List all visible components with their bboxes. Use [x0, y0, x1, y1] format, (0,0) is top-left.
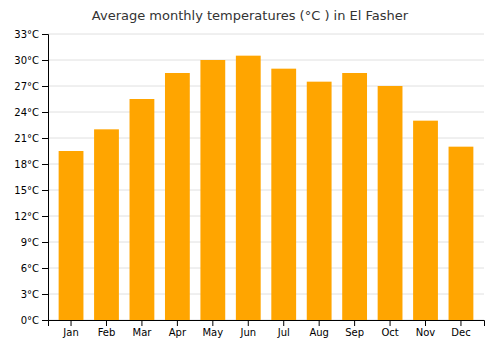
- y-tick: 30°C: [14, 55, 48, 66]
- bar: [165, 73, 190, 320]
- y-tick: 12°C: [14, 211, 48, 222]
- x-tick-mark: [319, 320, 320, 326]
- x-tick: Mar: [132, 320, 152, 338]
- bar: [307, 82, 332, 320]
- x-tick-mark: [177, 320, 178, 326]
- x-tick-label: May: [202, 327, 223, 338]
- y-tick: 0°C: [21, 315, 48, 326]
- grid-line: [48, 34, 484, 35]
- y-tick-label: 18°C: [14, 159, 39, 170]
- grid-line: [48, 112, 484, 113]
- y-tick-mark: [42, 216, 48, 217]
- y-tick-label: 3°C: [21, 289, 39, 300]
- x-tick-label: Apr: [169, 327, 187, 338]
- bar: [449, 147, 474, 320]
- y-tick-label: 27°C: [14, 81, 39, 92]
- x-tick: Feb: [98, 320, 116, 338]
- y-tick-label: 30°C: [14, 55, 39, 66]
- grid: [48, 34, 484, 320]
- plot: Jan Feb Mar Apr May Jun Jul Aug Sep Oct Nov Dec 0°C 3…: [14, 29, 484, 338]
- y-tick-mark: [42, 60, 48, 61]
- y-tick-mark: [42, 86, 48, 87]
- x-tick-label: Aug: [309, 327, 329, 338]
- y-tick-label: 6°C: [21, 263, 39, 274]
- bar: [200, 60, 225, 320]
- chart: Jan Feb Mar Apr May Jun Jul Aug Sep Oct Nov Dec 0°C 3…: [0, 0, 500, 350]
- y-tick-mark: [42, 112, 48, 113]
- x-tick: Jul: [277, 320, 290, 338]
- y-tick-mark: [42, 242, 48, 243]
- bar: [342, 73, 367, 320]
- x-tick-mark: [425, 320, 426, 326]
- grid-line: [48, 60, 484, 61]
- y-tick: 27°C: [14, 81, 48, 92]
- x-tick-label: Mar: [132, 327, 152, 338]
- y-tick: 9°C: [21, 237, 48, 248]
- y-tick-label: 9°C: [21, 237, 39, 248]
- x-tick-mark: [283, 320, 284, 326]
- bar: [94, 129, 119, 320]
- y-axis: 0°C 3°C 6°C 9°C 12°C 15°C 18°C 21°C 24°C 27°C 30°C…: [14, 29, 48, 326]
- x-axis: Jan Feb Mar Apr May Jun Jul Aug Sep Oct Nov Dec: [49, 320, 485, 338]
- grid-line: [48, 86, 484, 87]
- x-tick-mark: [212, 320, 213, 326]
- y-tick-mark: [42, 164, 48, 165]
- x-tick: May: [202, 320, 223, 338]
- y-tick: 15°C: [14, 185, 48, 196]
- x-tick-label: Jul: [277, 327, 290, 338]
- x-tick-mark: [71, 320, 72, 326]
- y-tick-label: 24°C: [14, 107, 39, 118]
- x-tick-mark: [248, 320, 249, 326]
- x-tick: Nov: [416, 320, 436, 338]
- y-tick: 21°C: [14, 133, 48, 144]
- y-tick-mark: [42, 268, 48, 269]
- x-tick: Aug: [309, 320, 329, 338]
- bar: [378, 86, 403, 320]
- y-tick-label: 12°C: [14, 211, 39, 222]
- y-tick-mark: [42, 190, 48, 191]
- bar: [413, 121, 438, 320]
- y-tick-mark: [42, 138, 48, 139]
- x-tick-mark: [106, 320, 107, 326]
- x-tick-label: Nov: [416, 327, 436, 338]
- y-tick: 6°C: [21, 263, 48, 274]
- x-tick-mark: [390, 320, 391, 326]
- y-tick: 33°C: [14, 29, 48, 40]
- x-tick: Sep: [345, 320, 364, 338]
- y-tick: 18°C: [14, 159, 48, 170]
- x-tick-label: Dec: [451, 327, 470, 338]
- x-tick-label: Jun: [239, 327, 256, 338]
- y-tick-label: 0°C: [21, 315, 39, 326]
- x-tick-mark: [460, 320, 461, 326]
- y-tick-label: 33°C: [14, 29, 39, 40]
- x-tick-mark: [354, 320, 355, 326]
- bar: [271, 69, 296, 320]
- bar: [236, 56, 261, 320]
- x-tick: Jan: [62, 320, 78, 338]
- x-tick-label: Oct: [381, 327, 398, 338]
- bar: [59, 151, 84, 320]
- x-tick-mark: [141, 320, 142, 326]
- x-tick-label: Feb: [98, 327, 116, 338]
- y-axis-line: [42, 35, 49, 321]
- y-tick-label: 21°C: [14, 133, 39, 144]
- y-tick-mark: [42, 294, 48, 295]
- x-tick: Oct: [381, 320, 398, 338]
- x-tick: Apr: [169, 320, 187, 338]
- y-tick-mark: [42, 320, 48, 321]
- x-axis-line: [49, 321, 485, 327]
- x-tick: Dec: [451, 320, 470, 338]
- x-tick-label: Jan: [62, 327, 78, 338]
- x-tick: Jun: [239, 320, 256, 338]
- x-tick-label: Sep: [345, 327, 364, 338]
- title: Average monthly temperatures (°C ) in El…: [92, 8, 409, 23]
- bars: [59, 56, 474, 320]
- bar: [130, 99, 155, 320]
- y-tick-label: 15°C: [14, 185, 39, 196]
- y-tick-mark: [42, 34, 48, 35]
- y-tick: 3°C: [21, 289, 48, 300]
- y-tick: 24°C: [14, 107, 48, 118]
